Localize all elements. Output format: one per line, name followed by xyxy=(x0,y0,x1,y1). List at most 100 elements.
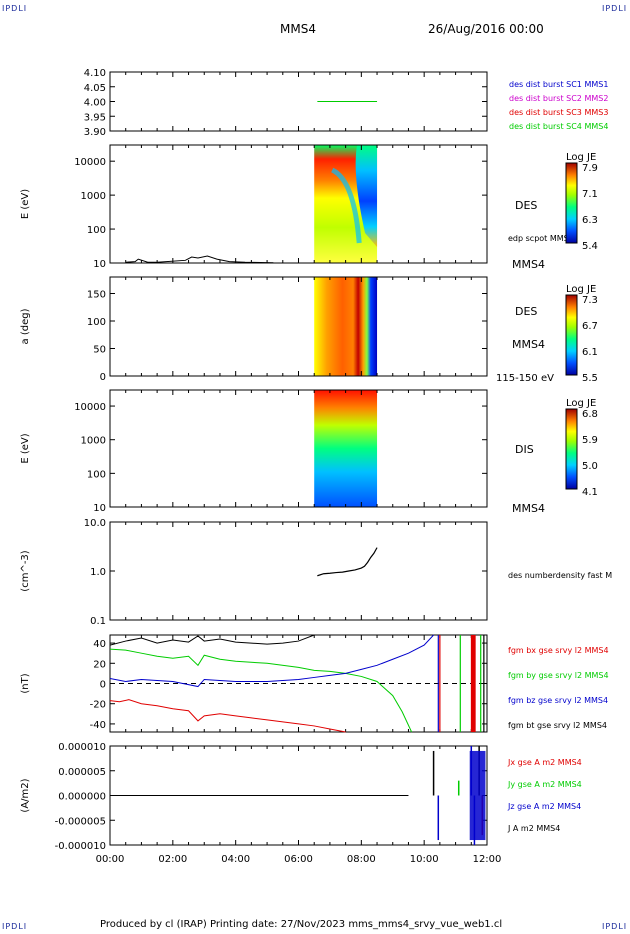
mark-b-series-0 xyxy=(109,699,346,733)
x-tick-label: 08:00 xyxy=(347,854,376,865)
heatmap-dis-energy xyxy=(314,390,378,507)
y-tick-label: 0.000000 xyxy=(58,792,106,803)
legend-burst: des dist burst SC3 MMS3 xyxy=(509,108,608,117)
y-tick-label: 1.0 xyxy=(90,567,106,578)
panel-frame xyxy=(109,389,488,508)
x-tick-label: 04:00 xyxy=(221,854,250,865)
colorbar-label-dis-e: Log JE xyxy=(566,398,596,409)
corner-label-tl: IPDLI xyxy=(2,4,28,13)
y-tick-label: 3.90 xyxy=(84,127,106,138)
y-axis-label: E (eV) xyxy=(20,433,31,463)
spacecraft-title: MMS4 xyxy=(280,22,316,36)
colorbar-tick: 7.3 xyxy=(582,295,598,306)
colorbar-tick: 7.1 xyxy=(582,189,598,200)
y-axis-label: E (eV) xyxy=(20,189,31,219)
x-tick-label: 02:00 xyxy=(158,854,187,865)
legend-b-0: fgm bx gse srvy l2 MMS4 xyxy=(508,646,609,655)
x-tick-label: 06:00 xyxy=(284,854,313,865)
legend-burst: des dist burst SC4 MMS4 xyxy=(509,122,608,131)
legend-j-1: Jy gse A m2 MMS4 xyxy=(507,780,582,789)
y-tick-label: -40 xyxy=(90,720,106,731)
y-tick-label: 4.05 xyxy=(84,83,106,94)
y-tick-label: 4.10 xyxy=(84,68,106,79)
legend-b-1: fgm by gse srvy l2 MMS4 xyxy=(508,671,609,680)
y-axis-label: (A/m2) xyxy=(20,778,31,812)
colorbar-tick: 6.7 xyxy=(582,321,598,332)
colorbar-tick: 6.8 xyxy=(582,409,598,420)
y-tick-label: -20 xyxy=(90,700,106,711)
mark-scpot-line xyxy=(125,255,274,264)
mark-b-series-2 xyxy=(109,634,434,688)
colorbar-tick: 5.9 xyxy=(582,435,598,446)
colorbar-des-pa xyxy=(565,294,578,376)
y-tick-label: 1000 xyxy=(81,191,106,202)
y-tick-label: 10 xyxy=(93,503,106,514)
y-tick-label: 4.00 xyxy=(84,98,106,109)
legend-j-2: Jz gse A m2 MMS4 xyxy=(507,802,581,811)
date-title: 26/Aug/2016 00:00 xyxy=(428,22,544,36)
y-tick-label: 0.000010 xyxy=(58,742,106,753)
heatmap-des-pitch xyxy=(314,277,378,376)
y-axis-label: (nT) xyxy=(20,673,31,693)
instrument-label: DES xyxy=(515,305,537,318)
panel-frame xyxy=(109,71,488,132)
mark-b-series-1 xyxy=(109,648,413,733)
mark-j-burst xyxy=(469,750,486,841)
corner-label-br: IPDLI xyxy=(602,922,628,931)
y-tick-label: 0 xyxy=(100,372,106,383)
y-tick-label: 100 xyxy=(87,469,106,480)
y-tick-label: 150 xyxy=(87,290,106,301)
legend-b-2: fgm bz gse srvy l2 MMS4 xyxy=(508,696,608,705)
legend-burst: des dist burst SC1 MMS1 xyxy=(509,80,608,89)
y-tick-label: 0.1 xyxy=(90,616,106,627)
colorbar-tick: 6.1 xyxy=(582,347,598,358)
corner-label-bl: IPDLI xyxy=(2,922,28,931)
spacecraft-label: MMS4 xyxy=(512,338,545,351)
colorbar-tick: 5.4 xyxy=(582,241,598,252)
heatmap-des-energy-drop xyxy=(355,145,378,247)
x-tick-label: 12:00 xyxy=(473,854,502,865)
y-tick-label: 10.0 xyxy=(84,518,106,529)
colorbar-tick: 5.5 xyxy=(582,373,598,384)
instrument-label: DES xyxy=(515,199,537,212)
mark-b-series-3 xyxy=(109,634,315,646)
y-tick-label: 20 xyxy=(93,659,106,670)
colorbar-tick: 7.9 xyxy=(582,163,598,174)
colorbar-label-des-e: Log JE xyxy=(566,152,596,163)
colorbar-dis-e xyxy=(565,408,578,490)
legend-burst: des dist burst SC2 MMS2 xyxy=(509,94,608,103)
y-axis-label: a (deg) xyxy=(20,308,31,344)
corner-label-tr: IPDLI xyxy=(602,4,628,13)
y-tick-label: 3.95 xyxy=(84,112,106,123)
y-tick-label: 10000 xyxy=(74,157,106,168)
colorbar-des-e xyxy=(565,162,578,244)
colorbar-tick: 4.1 xyxy=(582,487,598,498)
legend-j-3: J A m2 MMS4 xyxy=(507,824,560,833)
x-tick-label: 00:00 xyxy=(96,854,125,865)
instrument-label: DIS xyxy=(515,443,534,456)
footer-text: Produced by cl (IRAP) Printing date: 27/… xyxy=(100,919,503,930)
heatmap-des-energy-band xyxy=(330,167,362,244)
colorbar-tick: 5.0 xyxy=(582,461,598,472)
spacecraft-label: MMS4 xyxy=(512,258,545,271)
y-tick-label: 40 xyxy=(93,639,106,650)
panel-frame xyxy=(109,521,488,621)
panel-frame xyxy=(109,276,488,377)
y-tick-label: 1000 xyxy=(81,436,106,447)
y-tick-label: 10 xyxy=(93,259,106,270)
y-tick-label: -0.000010 xyxy=(55,841,106,852)
y-tick-label: 50 xyxy=(93,345,106,356)
panel-frame xyxy=(109,144,488,264)
y-tick-label: 100 xyxy=(87,225,106,236)
y-tick-label: 100 xyxy=(87,317,106,328)
x-tick-label: 10:00 xyxy=(410,854,439,865)
legend-b-3: fgm bt gse srvy l2 MMS4 xyxy=(508,721,607,730)
overlay-label: edp scpot MMS4 xyxy=(508,234,574,243)
legend-density: des numberdensity fast M xyxy=(508,571,612,580)
y-tick-label: 0 xyxy=(100,680,106,691)
y-tick-label: -0.000005 xyxy=(55,816,106,827)
colorbar-tick: 6.3 xyxy=(582,215,598,226)
colorbar-label-des-pa: Log JE xyxy=(566,284,596,295)
mark-density-line xyxy=(317,547,378,577)
